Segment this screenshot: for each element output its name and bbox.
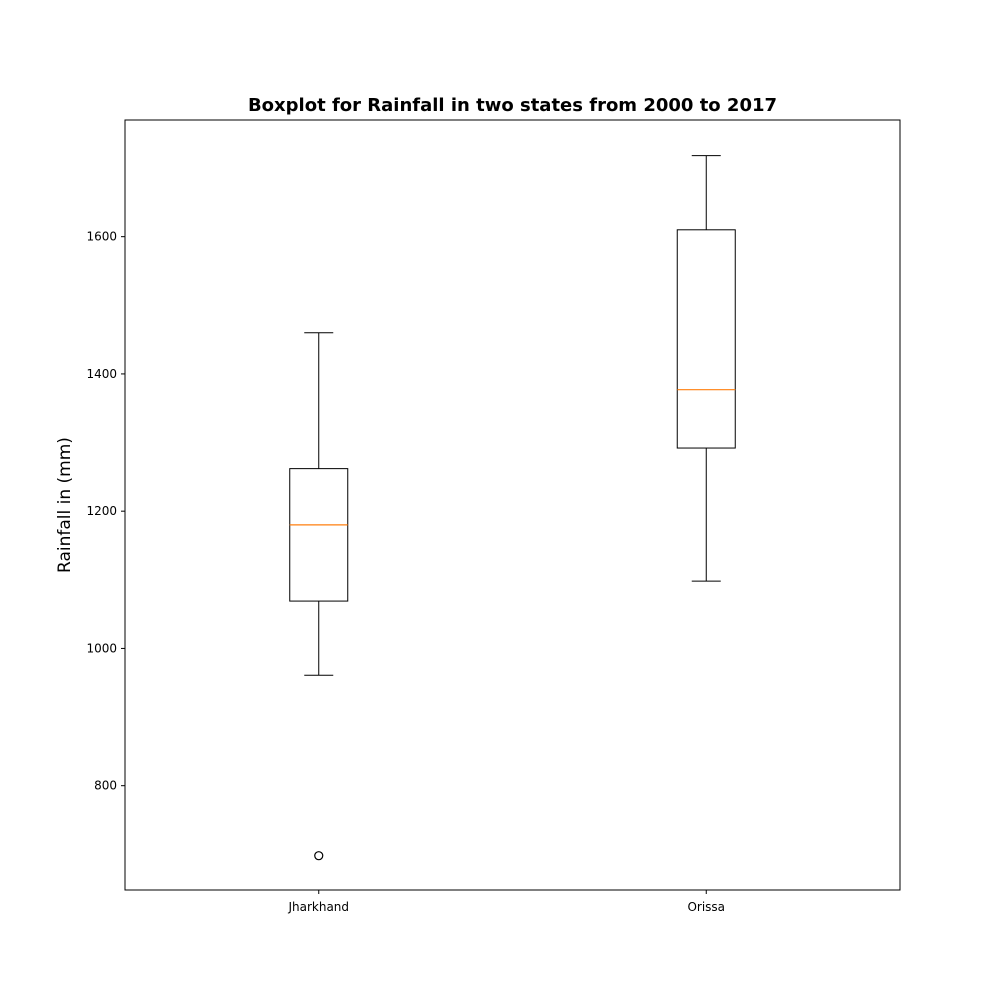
- box-jharkhand: [289, 468, 349, 602]
- plot-area: 800 1000 1200 1400 1600 Jharkhand Orissa: [86, 155, 736, 914]
- chart-title: Boxplot for Rainfall in two states from …: [248, 95, 777, 116]
- box-orissa: [676, 229, 736, 449]
- y-tick-label: 1200: [86, 504, 117, 518]
- y-tick-label: 1000: [86, 641, 117, 655]
- x-tick-label: Orissa: [687, 900, 725, 914]
- plot-frame: [124, 119, 901, 891]
- y-axis-label: Rainfall in (mm): [55, 437, 75, 573]
- y-tick-label: 1600: [86, 230, 117, 244]
- outlier-point: [314, 851, 324, 861]
- x-tick-label: Jharkhand: [287, 900, 349, 914]
- y-tick-label: 800: [94, 779, 117, 793]
- y-tick-label: 1400: [86, 367, 117, 381]
